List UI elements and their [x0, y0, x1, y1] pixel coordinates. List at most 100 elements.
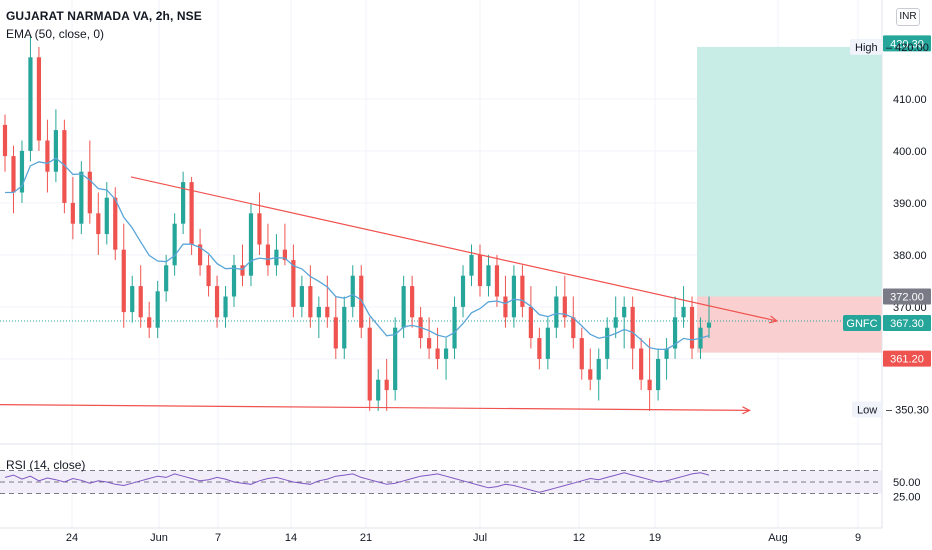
- entry-price-label-bg: [883, 288, 931, 305]
- candle-body: [511, 275, 517, 318]
- candle-body: [681, 306, 686, 318]
- price-tick-label: 400.00: [893, 146, 927, 158]
- rsi-tick-label: 25.00: [893, 491, 921, 503]
- candle-body: [164, 265, 169, 292]
- candle-body: [223, 296, 228, 318]
- candle-body: [664, 348, 669, 359]
- candle-body: [350, 275, 355, 307]
- support-trendline[interactable]: [0, 404, 750, 411]
- candle-body: [28, 57, 33, 151]
- candle-body: [367, 327, 372, 401]
- low-label-value: – 350.30: [886, 404, 929, 416]
- candle-body: [113, 197, 118, 250]
- stop-price-label-bg: [883, 350, 931, 367]
- candle-body: [206, 265, 211, 287]
- time-tick-label: 14: [285, 532, 297, 544]
- candle-body: [181, 182, 186, 224]
- candle-body: [240, 265, 245, 276]
- trendlines[interactable]: [0, 176, 779, 415]
- time-tick-label: Jun: [150, 532, 168, 544]
- candles: [2, 36, 712, 411]
- low-label-bg: [852, 401, 882, 418]
- symbol-tag: GNFC: [846, 318, 877, 330]
- time-tick-label: 19: [649, 532, 661, 544]
- candle-body: [588, 369, 593, 380]
- candle-body: [155, 291, 160, 328]
- candle-body: [376, 379, 381, 401]
- candle-body: [299, 286, 304, 307]
- price-tick-label: 410.00: [893, 94, 927, 106]
- candle-body: [104, 197, 109, 235]
- candle-body: [87, 171, 92, 214]
- candle-body: [460, 275, 466, 307]
- entry-price-label: 372.00: [890, 292, 924, 304]
- candle-body: [452, 306, 457, 349]
- price-tick-label: 390.00: [893, 198, 927, 210]
- candle-body: [579, 338, 584, 370]
- candle-body: [689, 306, 695, 349]
- low-label-text: Low: [857, 404, 877, 416]
- candle-body: [503, 296, 508, 318]
- price-labels: 360.00370.00420.30372.00367.30361.20High…: [843, 35, 931, 418]
- candle-body: [121, 249, 126, 313]
- candle-body: [282, 249, 288, 261]
- time-tick-label: 24: [66, 532, 78, 544]
- candle-body: [248, 213, 254, 276]
- resistance-trendline[interactable]: [130, 176, 778, 322]
- axes[interactable]: 410.00 400.00 390.00 380.00 50.00 25.00 24 Jun 7…: [66, 94, 927, 544]
- ema-polyline: [5, 157, 710, 351]
- candle-body: [596, 358, 601, 380]
- last-price-label-bg: [883, 314, 931, 331]
- currency-badge[interactable]: INR: [896, 8, 920, 26]
- candle-body: [214, 286, 220, 318]
- indicator-legend: EMA (50, close, 0): [6, 27, 105, 41]
- candle-body: [342, 306, 347, 349]
- candle-body: [426, 338, 432, 349]
- candle-body: [528, 306, 533, 339]
- trendline-arrow: [742, 406, 751, 415]
- price-tick-label: 380.00: [893, 250, 927, 262]
- candle-body: [265, 244, 271, 266]
- last-price-label: 367.30: [890, 318, 924, 330]
- candle-body: [469, 254, 474, 276]
- symbol-tag-bg: [843, 314, 881, 331]
- candle-body: [545, 327, 550, 359]
- candle-body: [2, 124, 8, 157]
- ema-line: [5, 157, 710, 351]
- time-tick-label: Aug: [768, 532, 788, 544]
- candle-body: [291, 260, 296, 307]
- time-tick-label: Jul: [473, 532, 487, 544]
- candle-body: [359, 275, 364, 328]
- candle-body: [486, 265, 491, 287]
- target-price-label-bg: [883, 35, 931, 52]
- candle-body: [435, 348, 440, 359]
- high-label-value: – 420.00: [886, 42, 929, 54]
- candle-body: [571, 317, 576, 339]
- time-tick-label: 21: [360, 532, 372, 544]
- stop-price-label: 361.20: [890, 354, 924, 366]
- candle-body: [257, 213, 262, 245]
- candle-body: [401, 286, 406, 328]
- candle-body: [11, 156, 16, 193]
- candle-body: [53, 130, 58, 172]
- trendline-arrow: [768, 315, 779, 324]
- time-tick-label: 7: [215, 532, 221, 544]
- candle-body: [656, 358, 661, 391]
- candle-body: [316, 306, 321, 318]
- candle-body: [333, 317, 338, 349]
- candle-body: [308, 286, 313, 318]
- candle-body: [410, 286, 415, 318]
- chart-title: GUJARAT NARMADA VA, 2h, NSE: [6, 9, 202, 23]
- candle-body: [325, 306, 330, 318]
- candle-body: [147, 317, 152, 328]
- candle-body: [647, 379, 652, 391]
- time-tick-label: 12: [573, 532, 585, 544]
- candle-body: [672, 317, 678, 349]
- candle-body: [393, 327, 398, 391]
- candle-body: [62, 130, 67, 203]
- candle-body: [477, 254, 483, 287]
- high-label-text: High: [855, 42, 878, 54]
- candle-body: [605, 327, 610, 359]
- rsi-pane: [0, 469, 882, 495]
